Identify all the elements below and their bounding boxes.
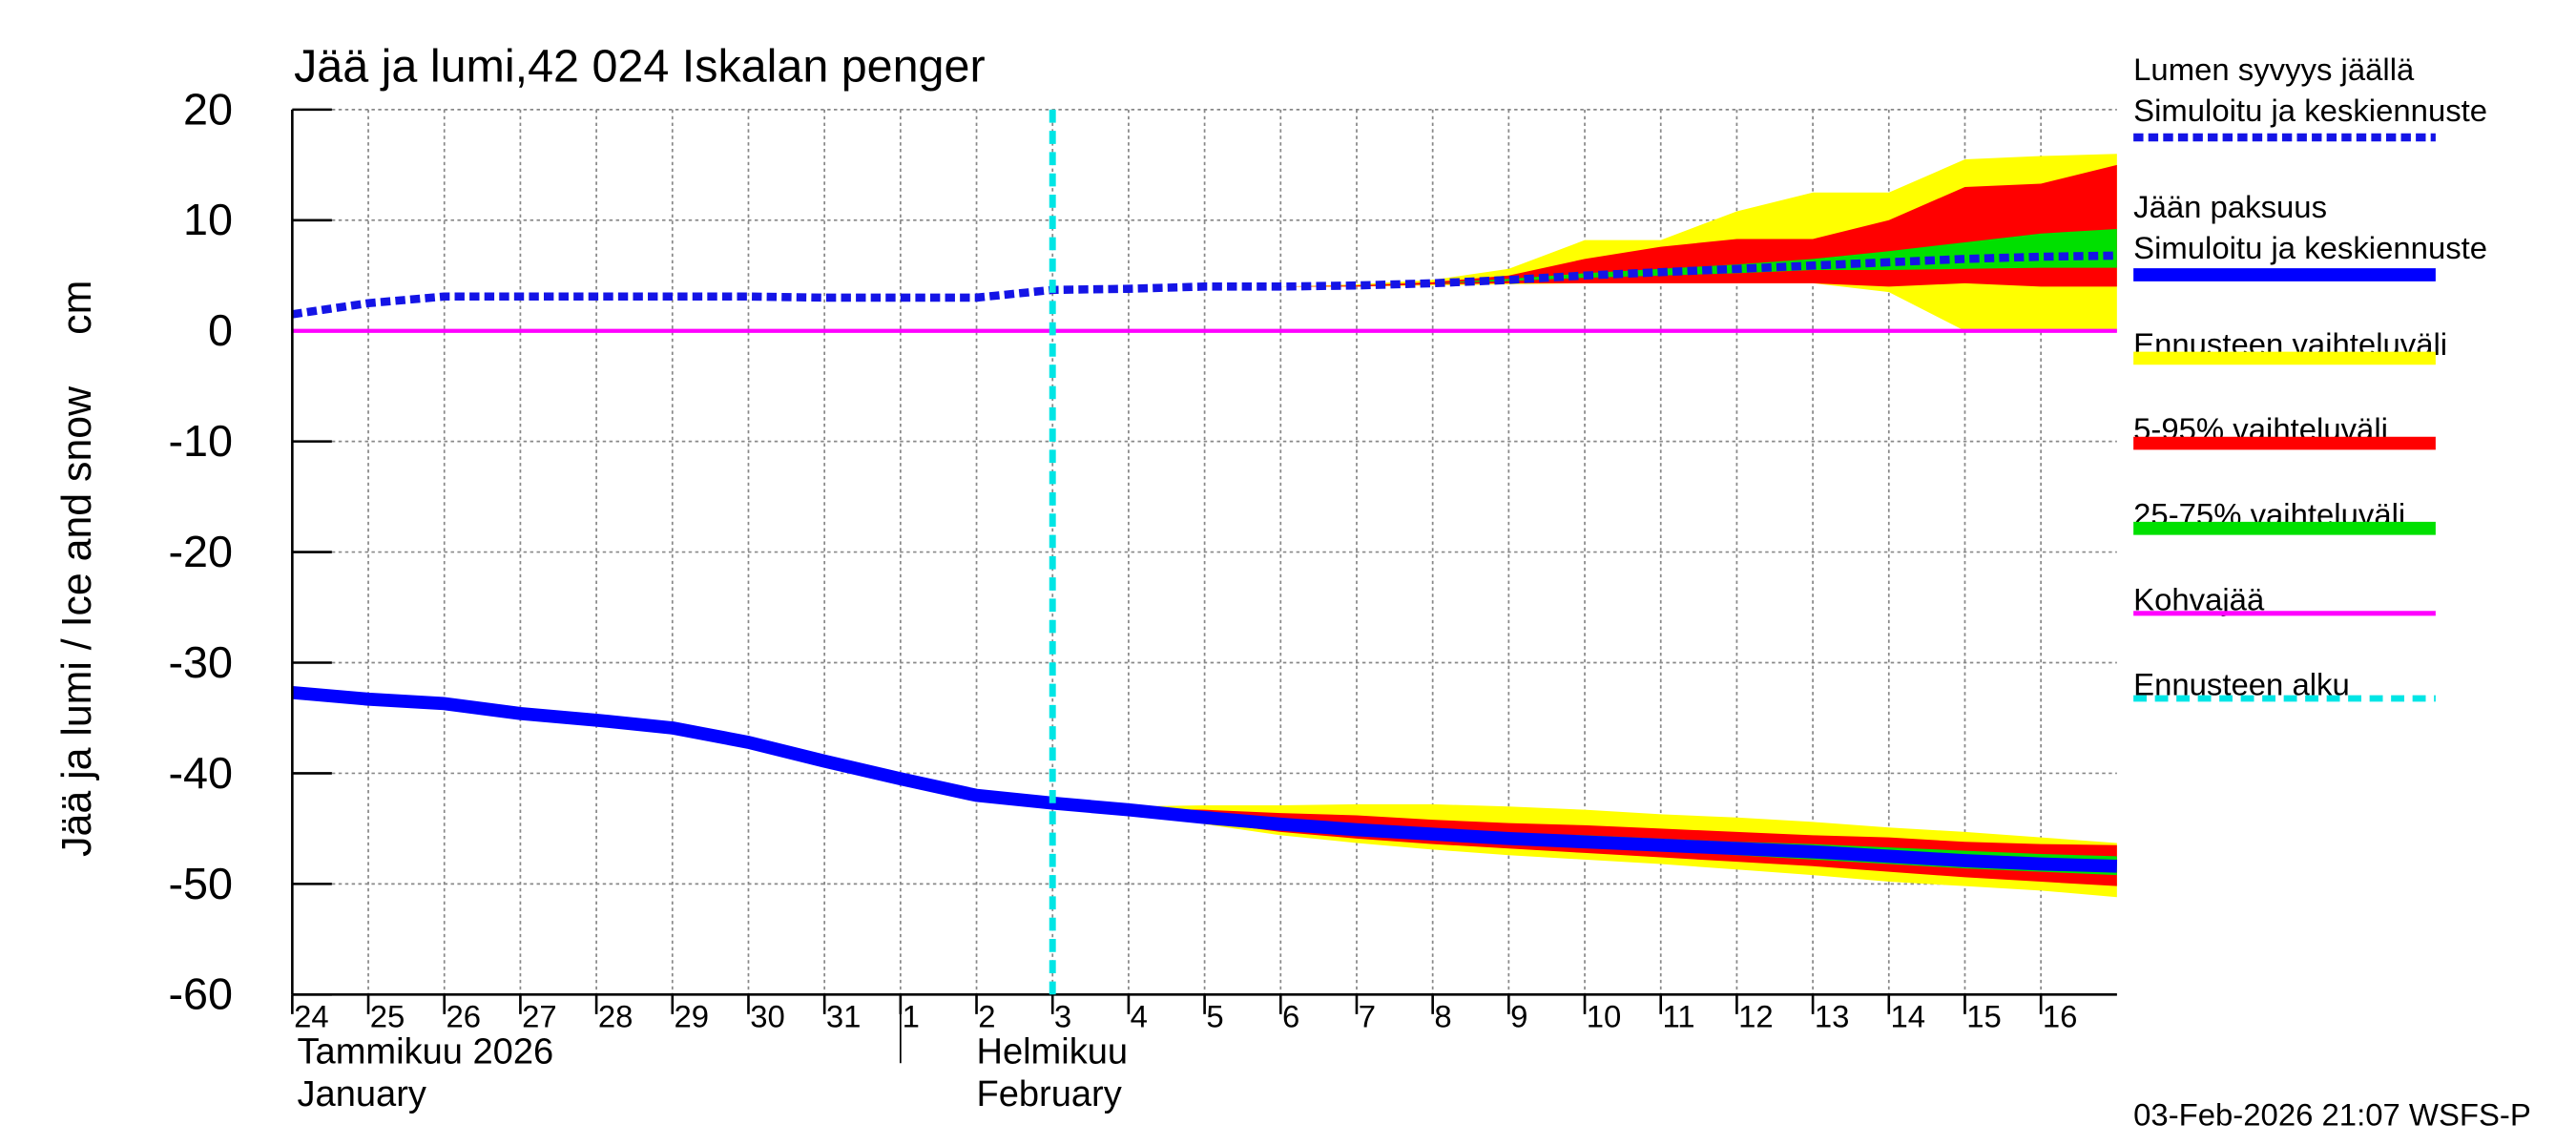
month-label: Tammikuu 2026 — [298, 1031, 554, 1072]
x-tick-label: 6 — [1282, 999, 1299, 1034]
y-axis-label: Jää ja lumi / Ice and snow — [54, 385, 100, 857]
legend-label: Simuloitu ja keskiennuste — [2133, 230, 2487, 265]
x-tick-label: 9 — [1510, 999, 1527, 1034]
x-tick-label: 3 — [1054, 999, 1071, 1034]
y-tick-label: -40 — [168, 748, 233, 798]
legend-label: Lumen syvyys jäällä — [2133, 52, 2415, 87]
month-label: Helmikuu — [976, 1031, 1128, 1072]
series-line — [291, 251, 2117, 319]
series-line — [291, 685, 2118, 873]
y-tick-label: 0 — [208, 305, 233, 355]
x-tick-label: 24 — [294, 999, 329, 1034]
y-tick-label: -10 — [168, 416, 233, 466]
x-tick-label: 7 — [1359, 999, 1376, 1034]
chart-title: Jää ja lumi,42 024 Iskalan penger — [294, 41, 986, 93]
x-tick-label: 28 — [598, 999, 634, 1034]
legend-label: Kohvajää — [2133, 582, 2265, 617]
month-label: January — [298, 1074, 426, 1114]
legend-label: Simuloitu ja keskiennuste — [2133, 93, 2487, 128]
x-tick-label: 5 — [1206, 999, 1223, 1034]
x-tick-label: 14 — [1891, 999, 1926, 1034]
y-tick-label: -30 — [168, 637, 233, 687]
x-tick-label: 12 — [1738, 999, 1774, 1034]
x-tick-label: 30 — [750, 999, 785, 1034]
y-tick-label: -60 — [168, 969, 233, 1019]
y-tick-label: -50 — [168, 859, 233, 908]
x-tick-label: 11 — [1662, 999, 1694, 1034]
x-tick-label: 2 — [978, 999, 995, 1034]
legend-label: Jään paksuus — [2133, 189, 2327, 224]
forecast-band — [1052, 154, 2117, 331]
x-tick-label: 29 — [675, 999, 710, 1034]
y-tick-label: -20 — [168, 527, 233, 576]
y-tick-label: 20 — [183, 84, 233, 134]
footer: 03-Feb-2026 21:07 WSFS-P — [2133, 1097, 2531, 1133]
x-tick-label: 31 — [826, 999, 862, 1034]
y-tick-label: 10 — [183, 195, 233, 244]
x-tick-label: 1 — [903, 999, 920, 1034]
x-tick-label: 25 — [370, 999, 405, 1034]
x-tick-label: 8 — [1434, 999, 1451, 1034]
x-tick-label: 27 — [522, 999, 557, 1034]
x-tick-label: 13 — [1815, 999, 1850, 1034]
month-label: February — [976, 1074, 1121, 1114]
x-tick-label: 26 — [446, 999, 481, 1034]
y-axis-unit: cm — [54, 281, 100, 335]
x-tick-label: 15 — [1966, 999, 2002, 1034]
x-tick-label: 4 — [1131, 999, 1148, 1034]
x-tick-label: 16 — [2043, 999, 2078, 1034]
x-tick-label: 10 — [1587, 999, 1622, 1034]
